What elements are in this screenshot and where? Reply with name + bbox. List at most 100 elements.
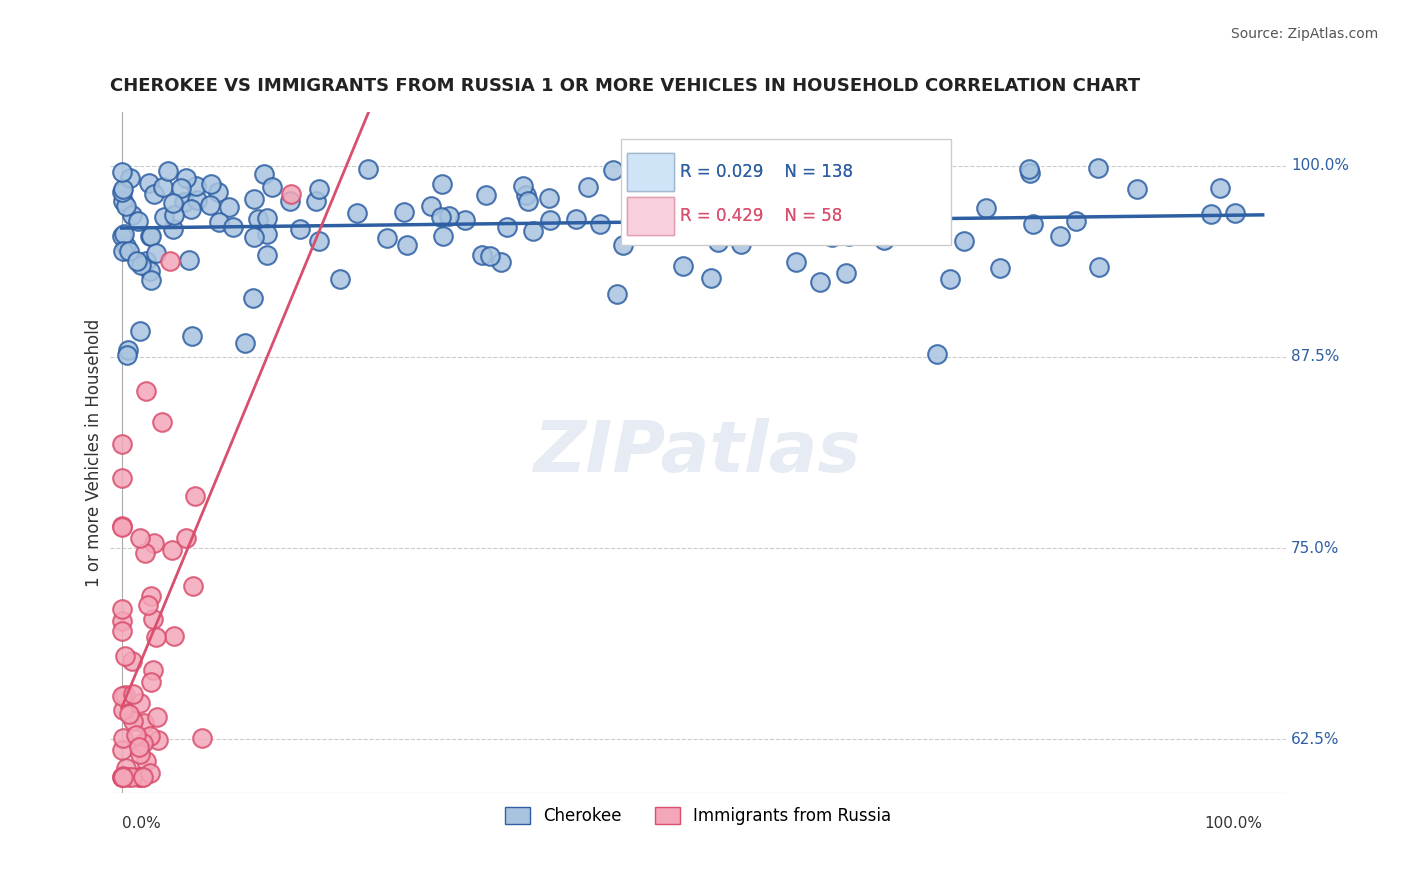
Point — [118, 244, 141, 259]
Point — [134, 715, 156, 730]
Point — [159, 254, 181, 268]
Point — [1126, 182, 1149, 196]
Point — [184, 179, 207, 194]
Point — [538, 213, 561, 227]
Point — [939, 271, 962, 285]
Point — [111, 770, 134, 784]
Point — [111, 520, 134, 534]
Point — [143, 187, 166, 202]
Point — [651, 208, 673, 222]
Point — [129, 531, 152, 545]
Point — [150, 416, 173, 430]
Point — [160, 542, 183, 557]
Point — [256, 227, 278, 241]
Point — [437, 209, 460, 223]
Point — [700, 271, 723, 285]
Point — [873, 233, 896, 247]
Point — [129, 258, 152, 272]
Point — [143, 536, 166, 550]
Point — [138, 730, 160, 744]
Point — [308, 182, 330, 196]
Point — [253, 167, 276, 181]
Point — [184, 490, 207, 504]
Point — [112, 731, 135, 746]
Point — [218, 200, 240, 214]
Point — [134, 546, 156, 560]
Point — [146, 710, 169, 724]
Point — [139, 228, 162, 243]
Point — [112, 227, 135, 241]
Point — [139, 273, 162, 287]
Point — [136, 599, 159, 613]
Point — [135, 754, 157, 768]
Point — [111, 165, 134, 179]
Point — [770, 202, 793, 217]
Point — [139, 589, 162, 603]
Point — [785, 255, 807, 269]
Point — [121, 208, 143, 222]
FancyBboxPatch shape — [627, 153, 675, 191]
Point — [198, 198, 221, 212]
Text: 100.0%: 100.0% — [1205, 815, 1263, 830]
Point — [163, 208, 186, 222]
Point — [1049, 229, 1071, 244]
Point — [835, 267, 858, 281]
Point — [120, 171, 142, 186]
Point — [142, 612, 165, 626]
Point — [813, 162, 835, 177]
Point — [661, 177, 683, 191]
Point — [821, 229, 844, 244]
Point — [115, 348, 138, 362]
Point — [174, 531, 197, 545]
Point — [288, 221, 311, 235]
Point — [988, 260, 1011, 275]
Point — [121, 770, 143, 784]
Point — [111, 518, 134, 533]
Point — [169, 181, 191, 195]
Point — [375, 230, 398, 244]
Point — [776, 194, 799, 209]
Point — [863, 217, 886, 231]
Point — [157, 164, 180, 178]
Point — [717, 216, 740, 230]
Text: 75.0%: 75.0% — [1291, 541, 1340, 556]
Point — [111, 769, 134, 783]
Point — [256, 211, 278, 226]
Point — [475, 188, 498, 202]
Point — [125, 727, 148, 741]
Point — [207, 185, 229, 199]
Point — [181, 579, 204, 593]
Point — [162, 629, 184, 643]
Point — [121, 687, 143, 701]
FancyBboxPatch shape — [627, 197, 675, 235]
Point — [114, 648, 136, 663]
Point — [512, 179, 534, 194]
Point — [111, 244, 134, 258]
Text: ZIPatlas: ZIPatlas — [534, 418, 862, 487]
Point — [152, 180, 174, 194]
Point — [278, 194, 301, 208]
Point — [471, 248, 494, 262]
Point — [138, 176, 160, 190]
Point — [432, 229, 454, 244]
Point — [111, 770, 134, 784]
Point — [111, 624, 134, 638]
Point — [180, 202, 202, 217]
Point — [280, 186, 302, 201]
Point — [538, 190, 561, 204]
Point — [1018, 166, 1040, 180]
Point — [430, 211, 453, 225]
Text: 100.0%: 100.0% — [1291, 158, 1350, 173]
Point — [111, 185, 134, 199]
Point — [516, 194, 538, 208]
Point — [1064, 213, 1087, 227]
Point — [128, 770, 150, 784]
Point — [308, 234, 330, 248]
Point — [904, 190, 927, 204]
Text: R = 0.429    N = 58: R = 0.429 N = 58 — [681, 207, 842, 226]
Text: R = 0.029    N = 138: R = 0.029 N = 138 — [681, 163, 853, 181]
Point — [162, 195, 184, 210]
Point — [111, 742, 134, 756]
Point — [727, 176, 749, 190]
Point — [256, 248, 278, 262]
